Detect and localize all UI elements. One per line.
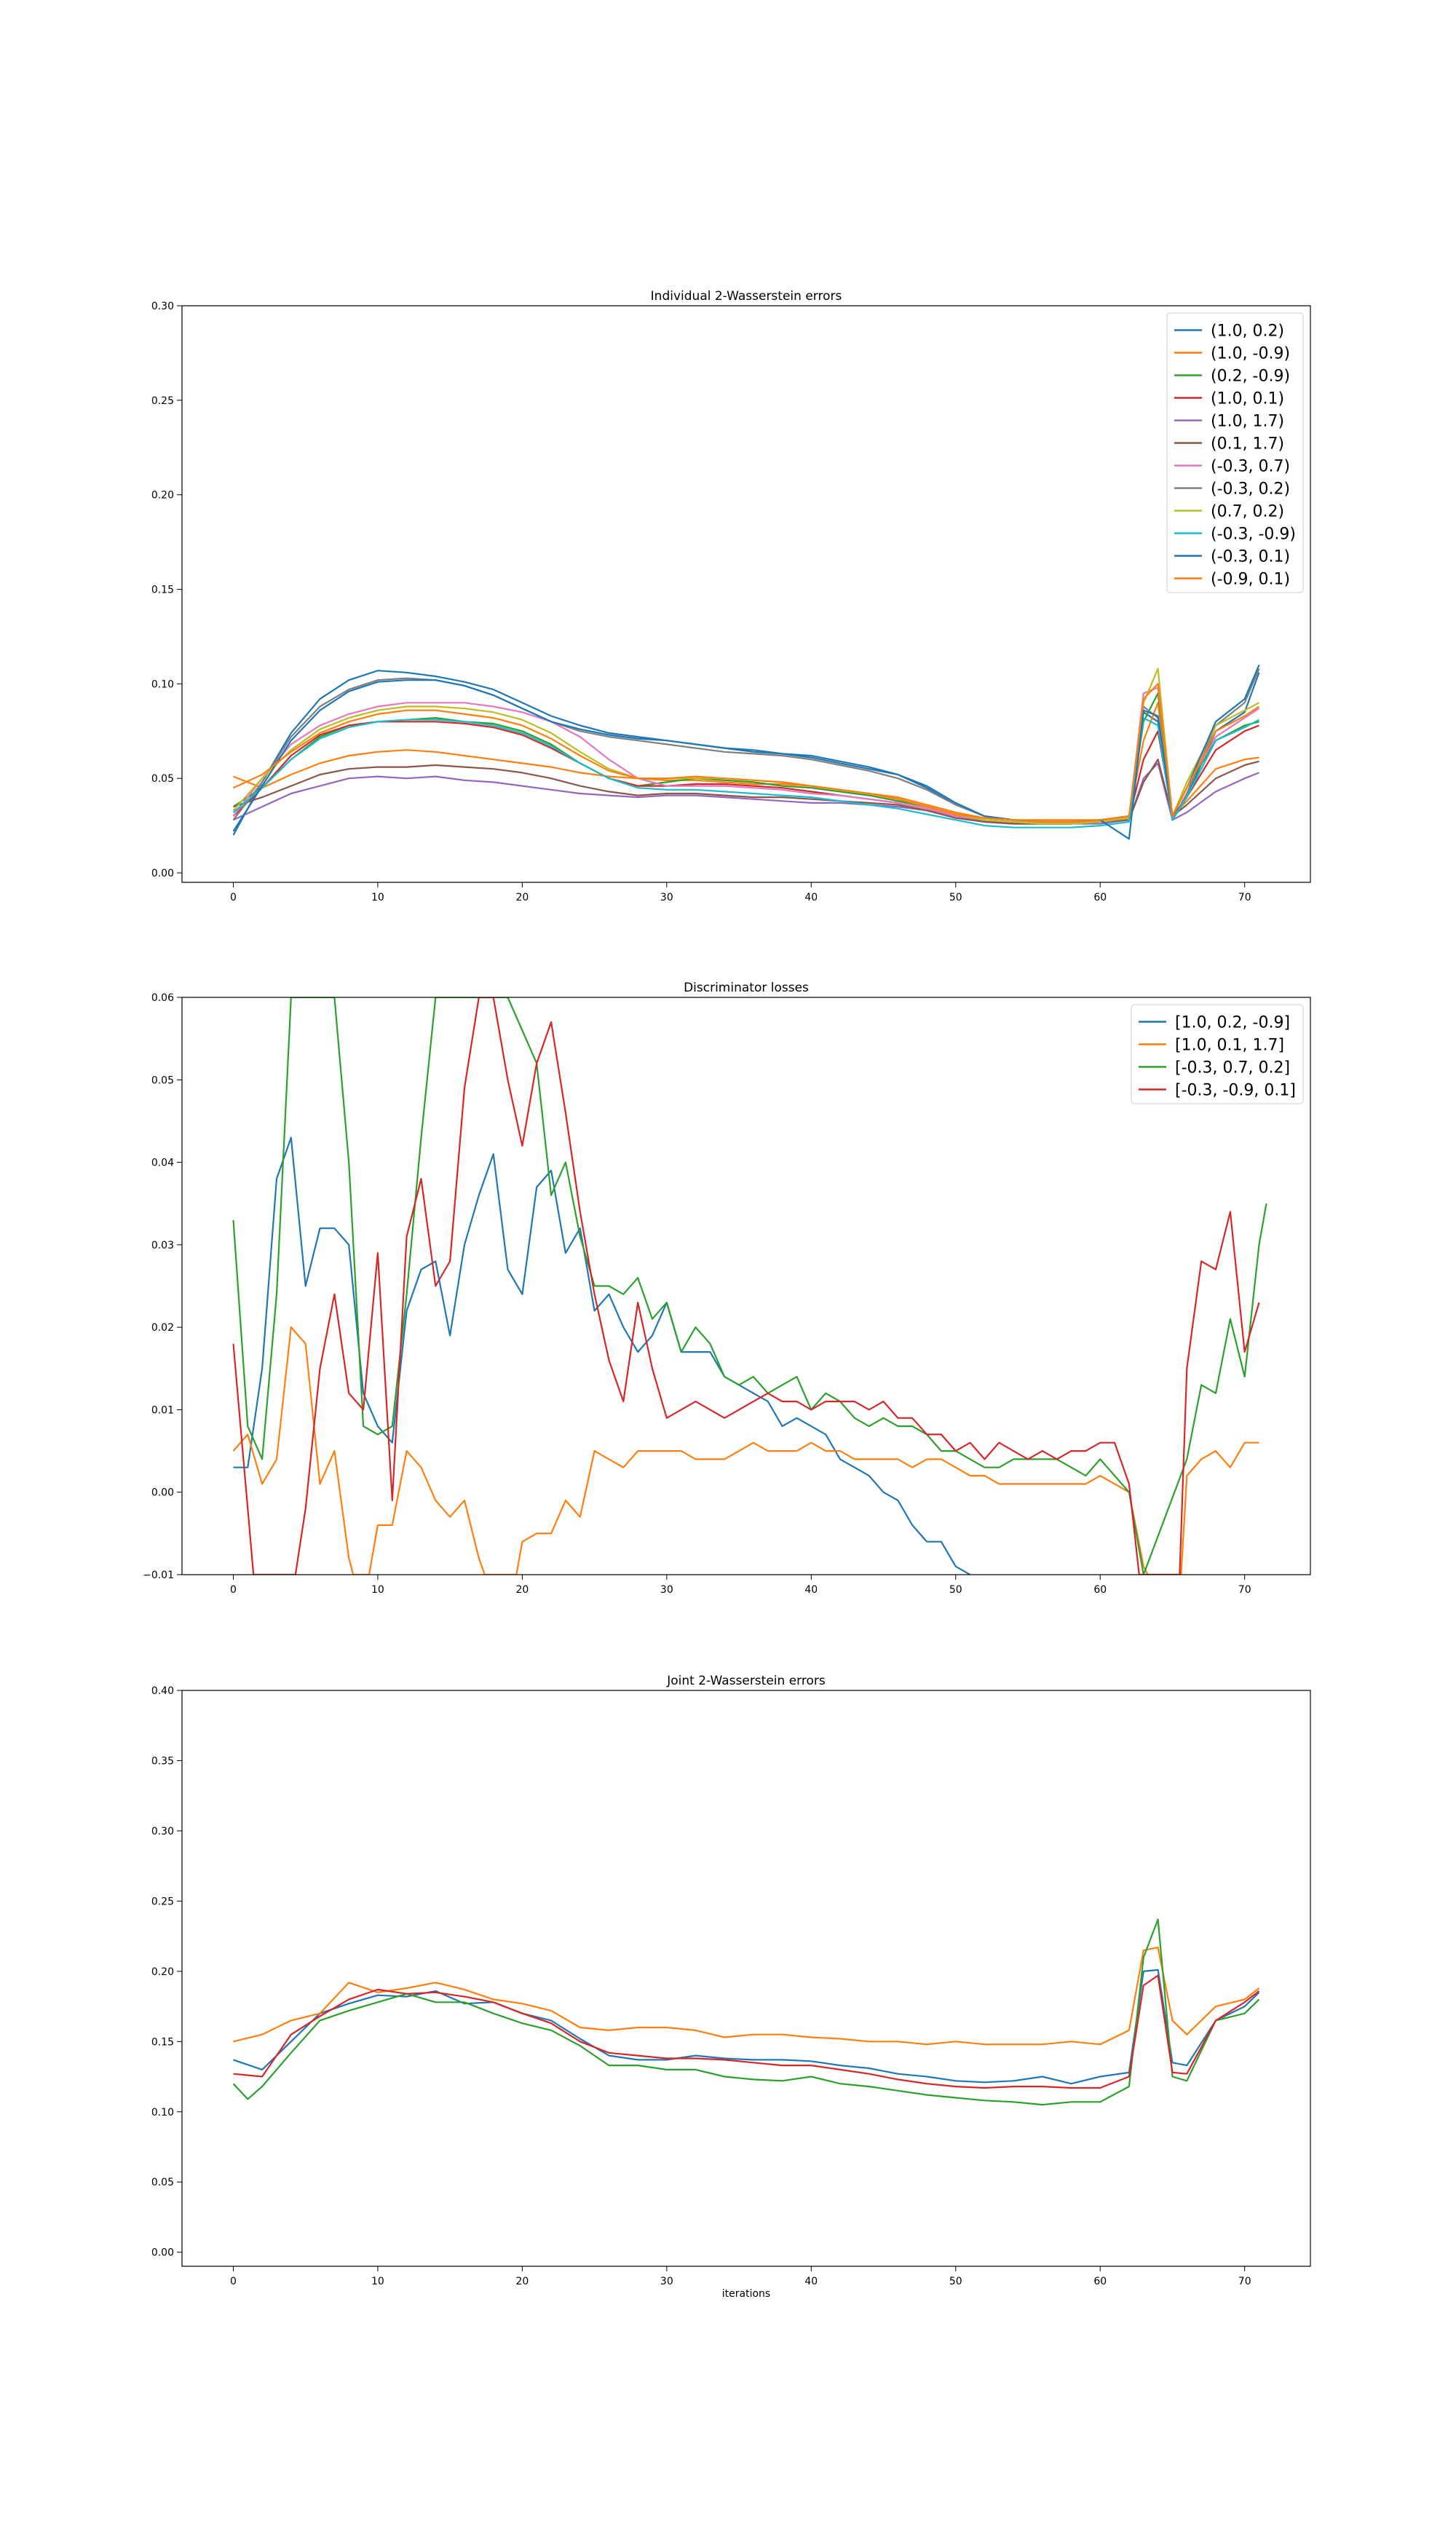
legend: (1.0, 0.2) (1.0, -0.9) (0.2, -0.9) (1.0, 0.…: [1167, 313, 1303, 593]
legend-label: [1.0, 0.1, 1.7]: [1175, 1037, 1284, 1055]
legend-label: (0.1, 1.7): [1211, 435, 1284, 454]
x-tick-label: 10: [371, 2276, 384, 2287]
y-tick-label: 0.10: [151, 678, 174, 690]
x-tick-label: 60: [1093, 1584, 1107, 1596]
x-tick-label: 60: [1093, 892, 1107, 903]
y-tick-label: −0.01: [143, 1570, 174, 1581]
y-tick-label: 0.35: [151, 1755, 174, 1767]
x-tick-label: 20: [515, 892, 529, 903]
y-tick-label: 0.25: [151, 395, 174, 407]
y-tick-label: 0.05: [151, 773, 174, 785]
y-tick-label: 0.01: [151, 1404, 174, 1416]
y-tick-label: 0.00: [151, 2247, 174, 2259]
x-tick-label: 10: [371, 1584, 384, 1596]
legend-label: (-0.3, 0.7): [1211, 458, 1290, 476]
y-tick-label: 0.25: [151, 1896, 174, 1907]
y-tick-label: 0.05: [151, 2177, 174, 2188]
x-tick-label: 70: [1238, 1584, 1251, 1596]
x-tick-label: 40: [804, 2276, 818, 2287]
legend-label: [1.0, 0.2, -0.9]: [1175, 1014, 1290, 1032]
y-tick-label: 0.00: [151, 1487, 174, 1499]
legend-label: (0.7, 0.2): [1211, 503, 1284, 521]
x-tick-label: 60: [1093, 2276, 1107, 2287]
y-tick-label: 0.03: [151, 1240, 174, 1251]
y-tick-label: 0.15: [151, 2036, 174, 2048]
legend-label: [-0.3, -0.9, 0.1]: [1175, 1082, 1296, 1100]
y-tick-label: 0.20: [151, 490, 174, 502]
x-tick-label: 30: [660, 892, 673, 903]
x-tick-label: 70: [1238, 892, 1251, 903]
legend-label: (-0.3, 0.2): [1211, 480, 1290, 499]
x-tick-label: 50: [949, 2276, 962, 2287]
x-tick-label: 40: [804, 1584, 818, 1596]
y-tick-label: 0.04: [151, 1158, 174, 1169]
legend-label: (1.0, 0.2): [1211, 323, 1284, 341]
y-tick-label: 0.20: [151, 1966, 174, 1978]
x-tick-label: 30: [660, 2276, 673, 2287]
x-tick-label: 0: [230, 892, 237, 903]
y-tick-label: 0.40: [151, 1685, 174, 1697]
x-tick-label: 30: [660, 1584, 673, 1596]
y-tick-label: 0.10: [151, 2107, 174, 2118]
legend-label: (1.0, 1.7): [1211, 413, 1284, 431]
y-tick-label: 0.06: [151, 992, 174, 1004]
x-tick-label: 10: [371, 892, 384, 903]
y-tick-label: 0.05: [151, 1075, 174, 1086]
legend-label: (-0.3, 0.1): [1211, 548, 1290, 566]
legend-label: (-0.3, -0.9): [1211, 526, 1296, 544]
x-tick-label: 0: [230, 2276, 237, 2287]
y-tick-label: 0.00: [151, 868, 174, 879]
y-tick-label: 0.30: [151, 1826, 174, 1837]
x-tick-label: 20: [515, 2276, 529, 2287]
x-tick-label: 20: [515, 1584, 529, 1596]
chart-title: Joint 2-Wasserstein errors: [666, 1674, 826, 1688]
legend-label: (0.2, -0.9): [1211, 368, 1290, 386]
x-tick-label: 40: [804, 892, 818, 903]
x-tick-label: 70: [1238, 2276, 1251, 2287]
x-tick-label: 50: [949, 1584, 962, 1596]
legend: [1.0, 0.2, -0.9] [1.0, 0.1, 1.7] [-0.3, 0.…: [1131, 1005, 1303, 1104]
y-tick-label: 0.02: [151, 1322, 174, 1334]
x-tick-label: 50: [949, 892, 962, 903]
legend-label: (1.0, -0.9): [1211, 345, 1290, 363]
x-tick-label: 0: [230, 1584, 237, 1596]
legend-label: [-0.3, 0.7, 0.2]: [1175, 1059, 1290, 1077]
legend-label: (1.0, 0.1): [1211, 390, 1284, 408]
chart-title: Discriminator losses: [684, 981, 809, 995]
y-tick-label: 0.15: [151, 585, 174, 596]
chart-title: Individual 2-Wasserstein errors: [651, 289, 842, 304]
legend-label: (-0.9, 0.1): [1211, 571, 1290, 589]
x-axis-label: iterations: [722, 2288, 770, 2300]
y-tick-label: 0.30: [151, 301, 174, 312]
